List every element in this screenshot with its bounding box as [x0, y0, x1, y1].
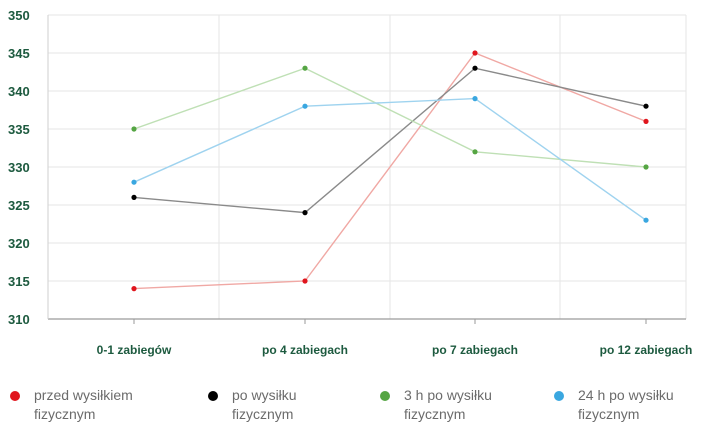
- x-tick-label: po 4 zabiegach: [262, 343, 348, 357]
- legend-label-line: fizycznym: [404, 406, 466, 422]
- legend-item-series-1: przed wysiłkiem fizycznym: [10, 386, 133, 424]
- legend-label: po wysiłku fizycznym: [232, 386, 297, 424]
- data-point: [643, 103, 649, 109]
- legend-label-line: fizycznym: [34, 406, 96, 422]
- data-point: [472, 149, 478, 155]
- y-tick-label: 320: [8, 236, 30, 251]
- y-tick-label: 310: [8, 312, 30, 327]
- data-point: [131, 126, 137, 132]
- legend-label-line: po wysiłku: [232, 387, 297, 403]
- legend-item-series-2: po wysiłku fizycznym: [208, 386, 297, 424]
- legend-marker: [10, 391, 20, 401]
- line-chart: 310 315 320 325 330 335 340 345 350 0-1 zabiegów p…: [8, 8, 693, 357]
- y-tick-label: 350: [8, 8, 30, 23]
- y-tick-label: 325: [8, 198, 30, 213]
- legend-label-line: 24 h po wysiłku: [578, 387, 674, 403]
- legend-label-line: przed wysiłkiem: [34, 387, 133, 403]
- data-point: [643, 164, 649, 170]
- y-tick-label: 335: [8, 122, 30, 137]
- legend-label: przed wysiłkiem fizycznym: [34, 386, 133, 424]
- data-point: [302, 103, 308, 109]
- legend-label: 24 h po wysiłku fizycznym: [578, 386, 674, 424]
- x-tick-label: po 12 zabiegach: [600, 343, 693, 357]
- series-line: [133, 97, 647, 221]
- legend-marker: [380, 391, 390, 401]
- data-point: [643, 217, 649, 223]
- legend-label-line: 3 h po wysiłku: [404, 387, 492, 403]
- data-point: [131, 194, 137, 200]
- data-point: [643, 118, 649, 124]
- data-point: [302, 278, 308, 284]
- data-point: [302, 65, 308, 71]
- data-point: [472, 50, 478, 56]
- data-point: [302, 210, 308, 216]
- y-tick-label: 345: [8, 46, 30, 61]
- legend-label-line: fizycznym: [578, 406, 640, 422]
- y-tick-label: 340: [8, 84, 30, 99]
- y-tick-label: 330: [8, 160, 30, 175]
- data-point: [131, 179, 137, 185]
- legend-label: 3 h po wysiłku fizycznym: [404, 386, 492, 424]
- legend-item-series-3: 3 h po wysiłku fizycznym: [380, 386, 492, 424]
- legend-marker: [208, 391, 218, 401]
- data-point: [472, 96, 478, 102]
- x-tick-label: po 7 zabiegach: [432, 343, 518, 357]
- x-tick-label: 0-1 zabiegów: [97, 343, 172, 357]
- legend: przed wysiłkiem fizycznym po wysiłku fiz…: [0, 386, 701, 428]
- y-tick-label: 315: [8, 274, 30, 289]
- legend-label-line: fizycznym: [232, 406, 294, 422]
- legend-marker: [554, 391, 564, 401]
- series-line: [133, 67, 647, 214]
- data-point: [131, 286, 137, 292]
- legend-item-series-4: 24 h po wysiłku fizycznym: [554, 386, 674, 424]
- data-point: [472, 65, 478, 71]
